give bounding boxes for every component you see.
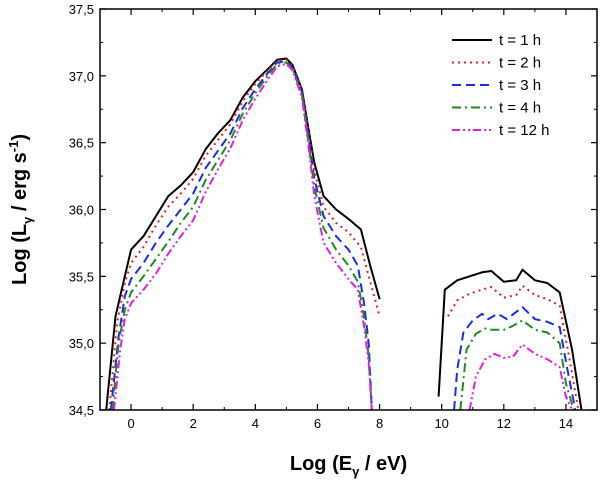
- legend-item: t = 1 h: [452, 32, 541, 49]
- y-axis-title-superscript: -1: [6, 141, 21, 153]
- legend-item: t = 12 h: [452, 122, 549, 139]
- series-1-segment-1: [105, 57, 381, 410]
- legend-label: t = 12 h: [499, 122, 549, 139]
- y-axis-title: Log (Lγ / erg s-1): [6, 134, 35, 285]
- legend-item: t = 4 h: [452, 100, 541, 117]
- legend-label: t = 2 h: [499, 55, 541, 72]
- y-tick-label: 37,5: [69, 2, 94, 17]
- y-axis-title-main: Log (L: [9, 224, 31, 285]
- legend-item: t = 2 h: [452, 55, 541, 72]
- series-5-segment-2: [468, 343, 574, 410]
- y-tick-label: 36,0: [69, 203, 94, 218]
- series-4: [111, 61, 575, 410]
- series-2-segment-1: [108, 58, 381, 410]
- legend-label: t = 4 h: [499, 100, 541, 117]
- series-2-segment-2: [447, 284, 580, 410]
- series-3-segment-1: [109, 60, 373, 410]
- series-4-segment-1: [111, 61, 373, 410]
- x-tick-label: 8: [376, 416, 383, 431]
- legend-label: t = 3 h: [499, 77, 541, 94]
- series-1-segment-2: [437, 268, 583, 410]
- x-tick-label: 14: [559, 416, 573, 431]
- x-axis-title-tail: / eV): [359, 453, 407, 475]
- series-1: [105, 57, 583, 410]
- x-tick-label: 4: [252, 416, 259, 431]
- series-5-segment-1: [113, 62, 373, 410]
- ticks-layer: 0 2 4 6 8 10 12 14 34,5 35,0 35,5 36,0 36,5 37,0 37,5: [69, 2, 598, 431]
- legend-label: t = 1 h: [499, 32, 541, 49]
- y-axis-title-subscript: γ: [20, 216, 35, 224]
- series-3: [109, 60, 577, 410]
- series-layer: [105, 57, 583, 410]
- y-tick-label: 35,0: [69, 336, 94, 351]
- y-tick-label: 36,5: [69, 136, 94, 151]
- y-axis-title-tail: ): [9, 134, 31, 141]
- x-tick-label: 12: [497, 416, 511, 431]
- x-axis-title-subscript: γ: [352, 464, 360, 479]
- x-axis-title-main: Log (E: [290, 453, 352, 475]
- x-tick-label: 6: [314, 416, 321, 431]
- x-axis-title: Log (Eγ / eV): [290, 453, 407, 479]
- y-tick-label: 34,5: [69, 403, 94, 418]
- y-axis-title-mid: / erg s: [9, 152, 31, 216]
- y-tick-label: 35,5: [69, 269, 94, 284]
- x-tick-label: 10: [434, 416, 448, 431]
- series-4-segment-2: [459, 319, 575, 410]
- y-tick-label: 37,0: [69, 69, 94, 84]
- series-5: [113, 62, 574, 410]
- x-tick-label: 2: [190, 416, 197, 431]
- series-3-segment-2: [453, 306, 577, 410]
- x-tick-label: 0: [127, 416, 134, 431]
- legend: t = 1 h t = 2 h t = 3 h t = 4 h t = 12 h: [452, 32, 549, 139]
- series-2: [108, 58, 580, 410]
- legend-item: t = 3 h: [452, 77, 541, 94]
